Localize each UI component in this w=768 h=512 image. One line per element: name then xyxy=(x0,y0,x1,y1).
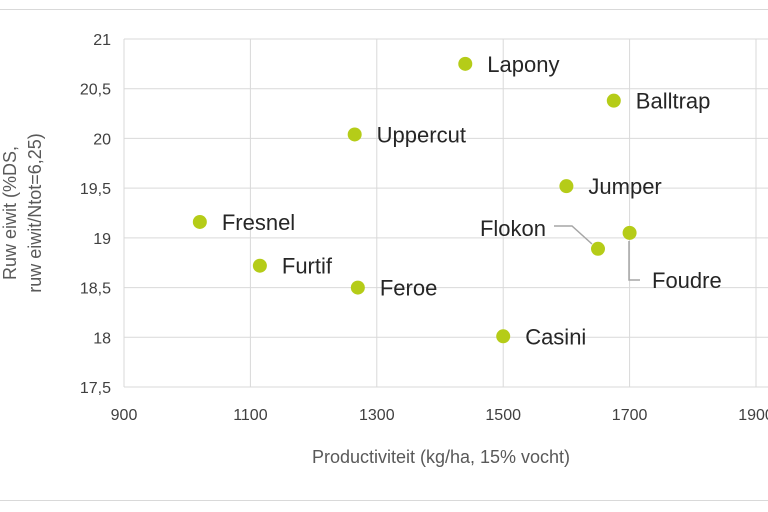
top-border xyxy=(0,9,768,10)
point-labels: Lapony Balltrap Uppercut Jumper Fresnel Floko… xyxy=(222,52,722,349)
data-points xyxy=(192,56,637,344)
leader-line xyxy=(554,225,593,245)
y-tick-label: 18 xyxy=(93,330,111,347)
point-label: Casini xyxy=(525,324,586,349)
scatter-point xyxy=(458,56,473,71)
bottom-border xyxy=(0,500,768,501)
scatter-point xyxy=(606,93,621,108)
y-tick-label: 19 xyxy=(93,231,111,248)
point-label: Jumper xyxy=(588,174,661,199)
point-label: Foudre xyxy=(652,268,722,293)
scatter-point xyxy=(192,214,207,229)
point-label: Flokon xyxy=(480,216,546,241)
x-tick-label: 1900 xyxy=(738,407,768,424)
point-label: Fresnel xyxy=(222,210,295,235)
point-label: Uppercut xyxy=(377,122,466,147)
y-axis-title-line-1: Ruw eiwit (%DS, xyxy=(0,146,20,280)
scatter-point xyxy=(347,127,362,142)
leader-lines xyxy=(554,225,640,281)
grid xyxy=(123,38,768,388)
scatter-point xyxy=(496,329,511,344)
leader-line xyxy=(628,241,640,281)
x-tick-label: 900 xyxy=(111,407,138,424)
scatter-point xyxy=(350,280,365,295)
scatter-point xyxy=(622,225,637,240)
y-axis-title: Ruw eiwit (%DS, ruw eiwit/Ntot=6,25) xyxy=(0,133,45,293)
x-tick-label: 1700 xyxy=(612,407,648,424)
y-tick-label: 21 xyxy=(93,32,111,49)
point-label: Furtif xyxy=(282,254,333,279)
x-axis-title: Productiviteit (kg/ha, 15% vocht) xyxy=(312,447,570,467)
x-axis-ticks: 900 1100 1300 1500 1700 1900 xyxy=(111,407,768,424)
scatter-point xyxy=(559,179,574,194)
y-tick-label: 20 xyxy=(93,131,111,148)
x-tick-label: 1100 xyxy=(233,407,268,424)
scatter-point xyxy=(252,258,267,273)
y-axis-ticks: 17,5 18 18,5 19 19,5 20 20,5 21 xyxy=(80,32,111,397)
y-tick-label: 17,5 xyxy=(80,380,111,397)
y-tick-label: 19,5 xyxy=(80,181,111,198)
x-tick-label: 1300 xyxy=(359,407,395,424)
scatter-point xyxy=(591,241,605,256)
y-tick-label: 18,5 xyxy=(80,281,111,298)
y-axis-title-line-2: ruw eiwit/Ntot=6,25) xyxy=(25,133,45,293)
x-tick-label: 1500 xyxy=(485,407,521,424)
point-label: Balltrap xyxy=(636,89,711,114)
point-label: Feroe xyxy=(380,276,437,301)
point-label: Lapony xyxy=(487,52,559,77)
y-tick-label: 20,5 xyxy=(80,82,111,99)
